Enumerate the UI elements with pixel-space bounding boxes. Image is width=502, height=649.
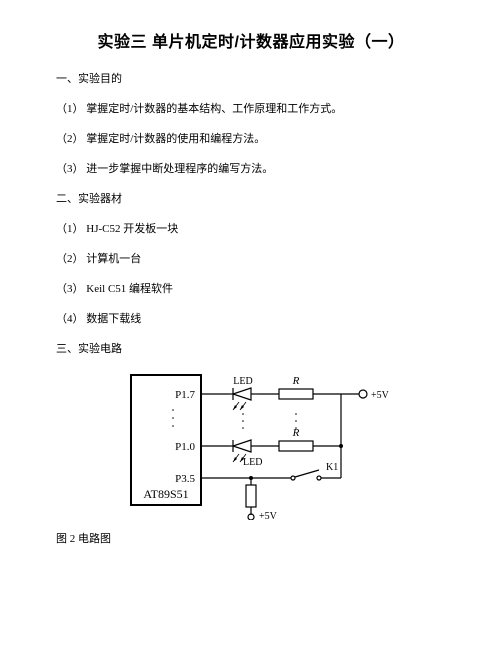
svg-text:P3.5: P3.5 [175, 473, 195, 485]
circuit-figure: AT89S51 P1.7 P1.0 P3.5 LED [56, 370, 446, 520]
section-purpose-heading: 一、实验目的 [56, 70, 446, 86]
equipment-item-1: （1） HJ-C52 开发板一块 [56, 220, 446, 236]
equipment-item-3: （3） Keil C51 编程软件 [56, 280, 446, 296]
purpose-item-1: （1） 掌握定时/计数器的基本结构、工作原理和工作方式。 [56, 100, 446, 116]
circuit-diagram: AT89S51 P1.7 P1.0 P3.5 LED [101, 370, 401, 520]
svg-text:K1: K1 [326, 462, 338, 473]
svg-text:+5V: +5V [259, 511, 278, 520]
svg-text:R: R [292, 375, 300, 387]
svg-text:P1.0: P1.0 [175, 441, 195, 453]
svg-text:+5V: +5V [371, 390, 390, 401]
equipment-item-2: （2） 计算机一台 [56, 250, 446, 266]
page: 实验三 单片机定时/计数器应用实验（一） 一、实验目的 （1） 掌握定时/计数器… [0, 0, 502, 649]
svg-text:LED: LED [233, 376, 252, 387]
svg-text:AT89S51: AT89S51 [143, 487, 188, 501]
purpose-item-2: （2） 掌握定时/计数器的使用和编程方法。 [56, 130, 446, 146]
svg-text:R: R [292, 427, 300, 439]
svg-text:LED: LED [243, 457, 262, 468]
svg-text:P1.7: P1.7 [175, 389, 195, 401]
equipment-item-4: （4） 数据下载线 [56, 310, 446, 326]
section-equipment-heading: 二、实验器材 [56, 190, 446, 206]
page-title: 实验三 单片机定时/计数器应用实验（一） [56, 28, 446, 52]
figure-caption: 图 2 电路图 [56, 530, 446, 546]
section-circuit-heading: 三、实验电路 [56, 340, 446, 356]
purpose-item-3: （3） 进一步掌握中断处理程序的编写方法。 [56, 160, 446, 176]
